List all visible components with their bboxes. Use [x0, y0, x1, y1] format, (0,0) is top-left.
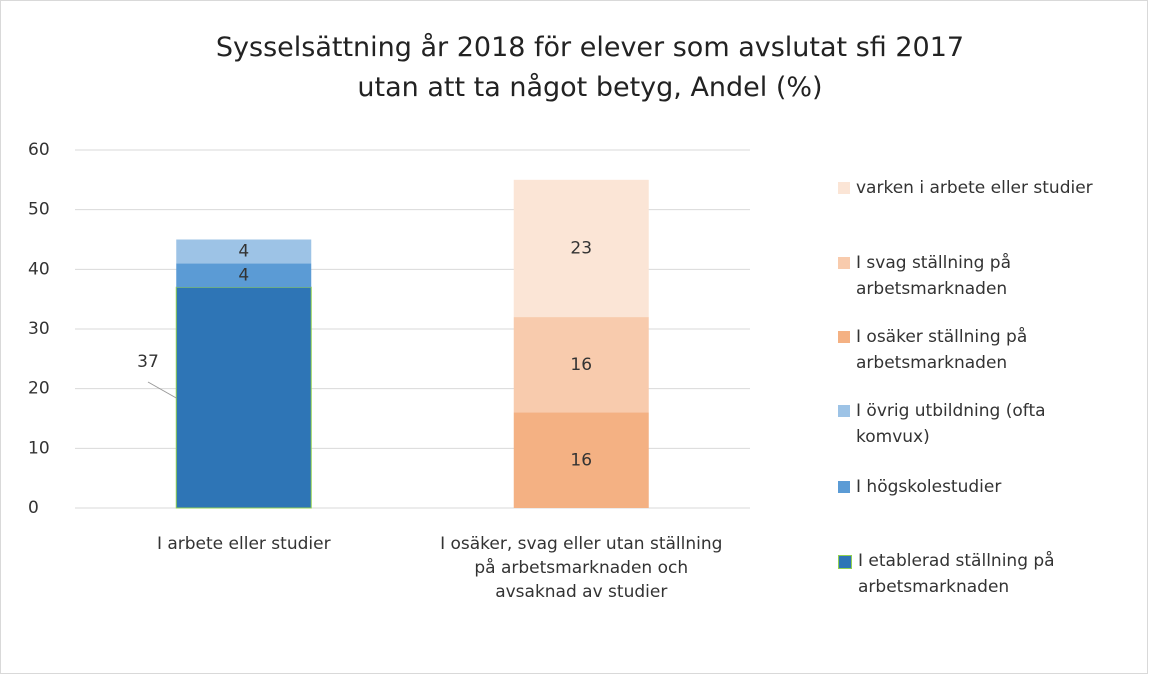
legend-label: I högskolestudier	[856, 477, 1002, 497]
bar-segment	[175, 286, 312, 509]
legend-label: I etablerad ställning på arbetsmarknaden	[858, 551, 1055, 597]
y-tick-label: 30	[28, 319, 50, 339]
x-tick-label: I arbete eller studier	[156, 534, 331, 554]
y-tick-label: 0	[28, 498, 39, 518]
legend-entry: I högskolestudier	[838, 474, 1118, 500]
legend-entry: varken i arbete eller studier	[838, 175, 1118, 201]
legend-entry: I övrig utbildning (ofta komvux)	[838, 398, 1118, 450]
legend-label: varken i arbete eller studier	[856, 178, 1093, 198]
data-label: 4	[238, 265, 249, 285]
legend-swatch	[838, 481, 850, 493]
legend-label: I osäker ställning på arbetsmarknaden	[856, 327, 1028, 373]
chart-title: Sysselsättning år 2018 för elever som av…	[215, 32, 965, 103]
leader-line	[147, 381, 177, 399]
y-tick-label: 50	[28, 200, 50, 220]
data-label: 16	[570, 355, 592, 375]
y-tick-label: 10	[28, 438, 50, 458]
legend-entry: I osäker ställning på arbetsmarknaden	[838, 324, 1118, 376]
legend-label: I övrig utbildning (ofta komvux)	[856, 401, 1046, 447]
legend-swatch	[838, 331, 850, 343]
bar-segment	[513, 179, 649, 318]
legend-swatch	[838, 555, 852, 569]
bar-segment	[513, 412, 649, 508]
data-label: 4	[238, 241, 249, 261]
x-tick-label: I osäker, svag eller utan ställning på a…	[440, 534, 723, 602]
legend-entry: I svag ställning på arbetsmarknaden	[838, 250, 1118, 302]
y-tick-label: 20	[28, 379, 50, 399]
legend-label: I svag ställning på arbetsmarknaden	[856, 253, 1012, 299]
bar-segment	[176, 263, 312, 288]
legend-swatch	[838, 405, 850, 417]
legend-swatch	[838, 182, 850, 194]
bar-segment	[513, 317, 649, 413]
data-label: 23	[570, 238, 592, 258]
y-tick-label: 40	[28, 259, 50, 279]
data-label: 16	[570, 450, 592, 470]
bar-segment	[176, 239, 312, 264]
y-tick-label: 60	[28, 140, 50, 160]
data-label: 37	[137, 352, 159, 372]
legend-entry: I etablerad ställning på arbetsmarknaden	[838, 548, 1118, 600]
legend-swatch	[838, 257, 850, 269]
